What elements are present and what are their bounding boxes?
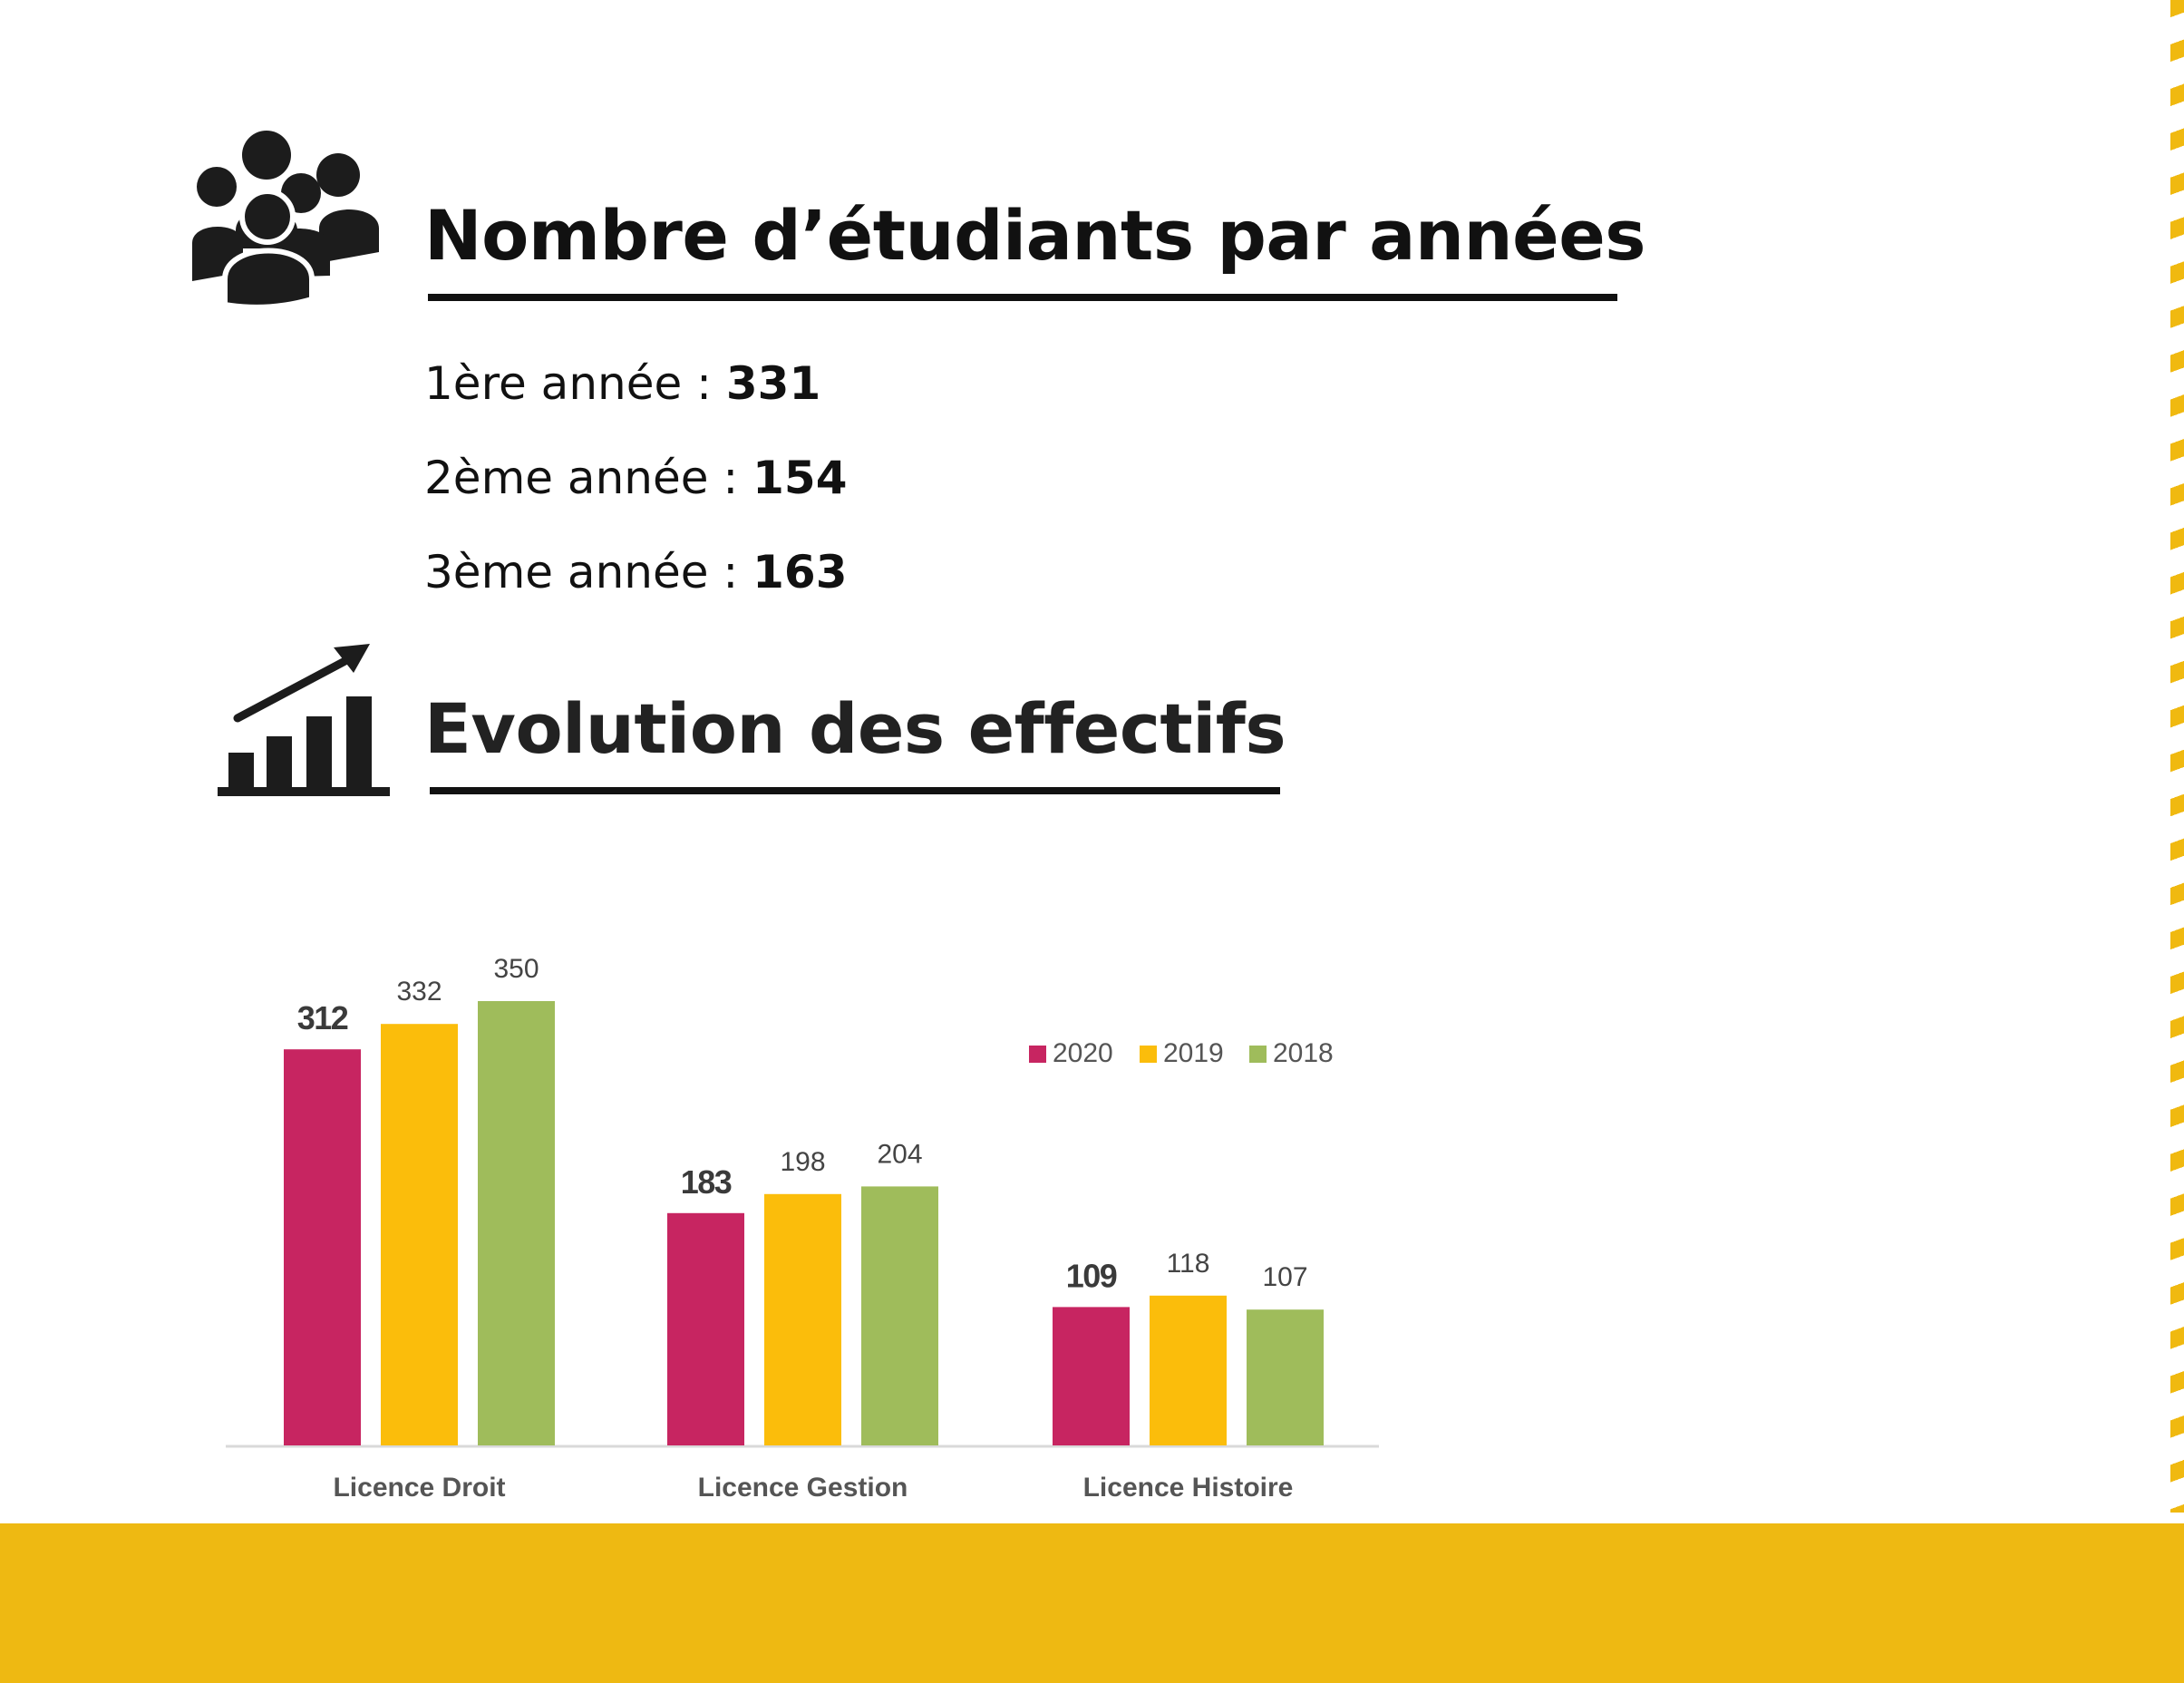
data-label: 107 [1262, 1262, 1307, 1292]
enrollment-bar-chart: 312 332 350 Licence Droit 183 198 204 Licence G… [226, 954, 1379, 1503]
stat-label: 3ème année : [424, 546, 753, 598]
striped-edge-border [2170, 0, 2184, 1513]
bar-2020 [667, 1212, 744, 1445]
data-label: 204 [877, 1139, 922, 1169]
bar-2018 [861, 1186, 938, 1445]
stat-third-year: 3ème année : 163 [424, 550, 847, 595]
legend-label-2018: 2018 [1273, 1038, 1334, 1068]
bar-2019 [381, 1024, 458, 1445]
title-enrollment-evolution: Evolution des effectifs [424, 688, 1286, 769]
data-label: 109 [1066, 1257, 1117, 1294]
title-students-per-year: Nombre d’étudiants par années [424, 195, 1645, 276]
stat-label: 2ème année : [424, 452, 753, 504]
data-label: 118 [1167, 1249, 1210, 1279]
stat-label: 1ère année : [424, 357, 726, 410]
category-label: Licence Droit [333, 1473, 505, 1503]
legend-label-2019: 2019 [1163, 1038, 1224, 1068]
legend-swatch-2018 [1249, 1046, 1267, 1063]
bar-2018 [1247, 1309, 1324, 1445]
footer-band [0, 1523, 2184, 1683]
bar-2020 [284, 1049, 361, 1445]
data-label: 183 [681, 1163, 732, 1201]
title-underline [430, 787, 1280, 794]
bar-2019 [1150, 1295, 1227, 1445]
bar-2019 [764, 1193, 841, 1445]
title-underline [428, 294, 1617, 301]
legend-swatch-2019 [1140, 1046, 1157, 1063]
data-label: 350 [493, 954, 539, 984]
stat-second-year: 2ème année : 154 [424, 455, 847, 501]
stat-first-year: 1ère année : 331 [424, 361, 820, 406]
growth-chart-icon [218, 644, 390, 796]
data-label: 332 [396, 977, 442, 1007]
stat-value: 331 [725, 357, 821, 410]
legend-swatch-2020 [1029, 1046, 1046, 1063]
data-label: 198 [780, 1147, 825, 1177]
stat-value: 154 [752, 452, 848, 504]
bar-2018 [478, 1001, 555, 1445]
stat-value: 163 [752, 546, 848, 598]
bar-2020 [1053, 1307, 1130, 1445]
data-label: 312 [297, 999, 348, 1036]
people-group-icon [192, 131, 379, 305]
category-label: Licence Histoire [1083, 1473, 1294, 1503]
category-label: Licence Gestion [698, 1473, 908, 1503]
legend-label-2020: 2020 [1053, 1038, 1113, 1068]
